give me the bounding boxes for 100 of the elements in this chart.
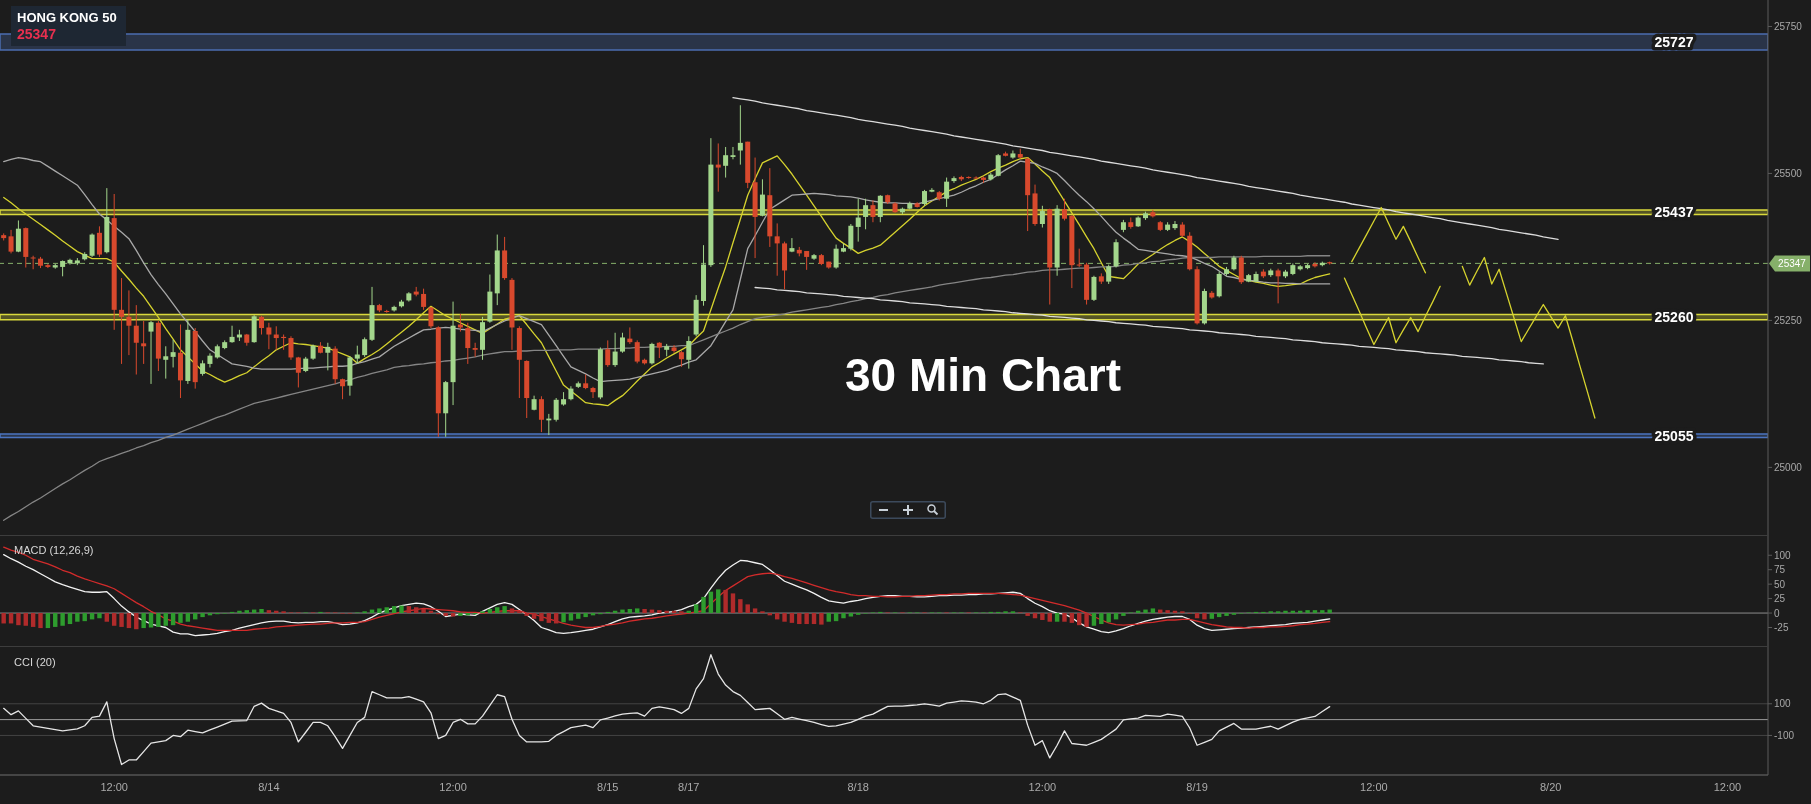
bar: [384, 607, 389, 614]
bar: [841, 613, 846, 619]
bar: [752, 608, 758, 614]
bar: [797, 613, 802, 625]
bar: [421, 609, 426, 614]
bar: [531, 613, 537, 619]
bar: [568, 613, 574, 621]
bar: [782, 613, 787, 622]
candlestick: [8, 229, 14, 254]
bar: [1084, 613, 1089, 627]
bar: [524, 613, 529, 616]
bar: [811, 613, 817, 625]
bar: [642, 609, 647, 614]
bar: [111, 613, 117, 626]
bar: [1047, 613, 1052, 622]
y-tick-label: 75: [1774, 564, 1786, 576]
bar: [723, 589, 728, 614]
y-tick-label: 50: [1774, 578, 1786, 590]
bar: [730, 593, 736, 614]
bar: [848, 613, 854, 617]
bar: [97, 613, 102, 619]
bar: [16, 613, 21, 626]
x-tick-label: 8/19: [1186, 780, 1208, 793]
bar: [1099, 613, 1104, 625]
bar: [60, 613, 65, 626]
bar: [804, 613, 809, 625]
bar: [38, 613, 43, 629]
bar: [1209, 613, 1215, 619]
x-tick-label: 8/15: [597, 780, 619, 793]
bar: [1, 613, 6, 624]
bar: [30, 613, 36, 627]
bar: [716, 589, 721, 614]
bar: [819, 613, 824, 625]
y-tick-label: 100: [1774, 549, 1792, 561]
text: MACD (12,26,9): [14, 544, 94, 557]
bar: [657, 610, 662, 614]
x-tick-label: 8/20: [1539, 780, 1562, 793]
bar: [244, 610, 249, 614]
text: CCI (20): [14, 656, 56, 669]
bar: [1320, 610, 1325, 614]
bar: [495, 607, 500, 614]
bar: [693, 604, 699, 614]
bar: [583, 613, 588, 618]
bar: [75, 613, 80, 622]
bar: [237, 610, 242, 614]
y-tick-label: 25: [1774, 593, 1786, 605]
bar: [738, 599, 743, 614]
bar: [1106, 613, 1111, 623]
y-tick-label: -100: [1774, 729, 1795, 741]
x-tick-label: 8/18: [847, 780, 869, 793]
bar: [1054, 613, 1060, 622]
bar: [620, 609, 625, 614]
bar: [1327, 609, 1332, 614]
bar: [789, 613, 795, 623]
bar: [126, 613, 132, 629]
bar: [502, 606, 507, 614]
bar: [1283, 610, 1288, 614]
bar: [259, 609, 264, 614]
bar: [200, 613, 205, 618]
line-series: [3, 654, 1331, 766]
bar: [406, 606, 412, 614]
bar: [576, 613, 581, 619]
bar: [377, 608, 382, 614]
bar: [745, 604, 750, 614]
y-tick-label: 0: [1774, 607, 1780, 619]
bar: [148, 613, 154, 628]
bar: [1150, 608, 1156, 614]
bar: [826, 613, 831, 622]
bar: [450, 613, 456, 617]
bar: [701, 596, 706, 614]
bar: [1312, 610, 1318, 614]
bar: [1025, 613, 1030, 616]
bar: [1040, 613, 1045, 620]
bar: [1091, 613, 1097, 626]
x-tick-label: 12:00: [100, 780, 128, 793]
bar: [104, 613, 110, 622]
bar: [266, 610, 272, 614]
bar: [156, 613, 161, 627]
x-tick-label: 8/17: [678, 780, 700, 793]
bar: [119, 613, 124, 627]
bar: [1165, 610, 1170, 614]
bar: [53, 613, 58, 627]
bar: [443, 613, 448, 616]
bar: [1224, 613, 1229, 616]
bar: [1202, 613, 1207, 620]
bar: [185, 613, 191, 622]
bar: [178, 613, 183, 623]
x-tick-label: 12:00: [439, 780, 467, 793]
x-tick-label: 8/14: [258, 780, 280, 793]
bar: [546, 613, 552, 623]
bar: [539, 613, 544, 622]
bar: [458, 613, 463, 616]
bar: [635, 608, 640, 614]
y-tick-label: 25000: [1774, 461, 1803, 473]
bar: [45, 613, 51, 629]
bar: [23, 613, 28, 626]
bar: [163, 613, 168, 626]
y-tick-label: -25: [1774, 622, 1789, 634]
bar: [1305, 610, 1310, 614]
bar: [67, 613, 73, 625]
